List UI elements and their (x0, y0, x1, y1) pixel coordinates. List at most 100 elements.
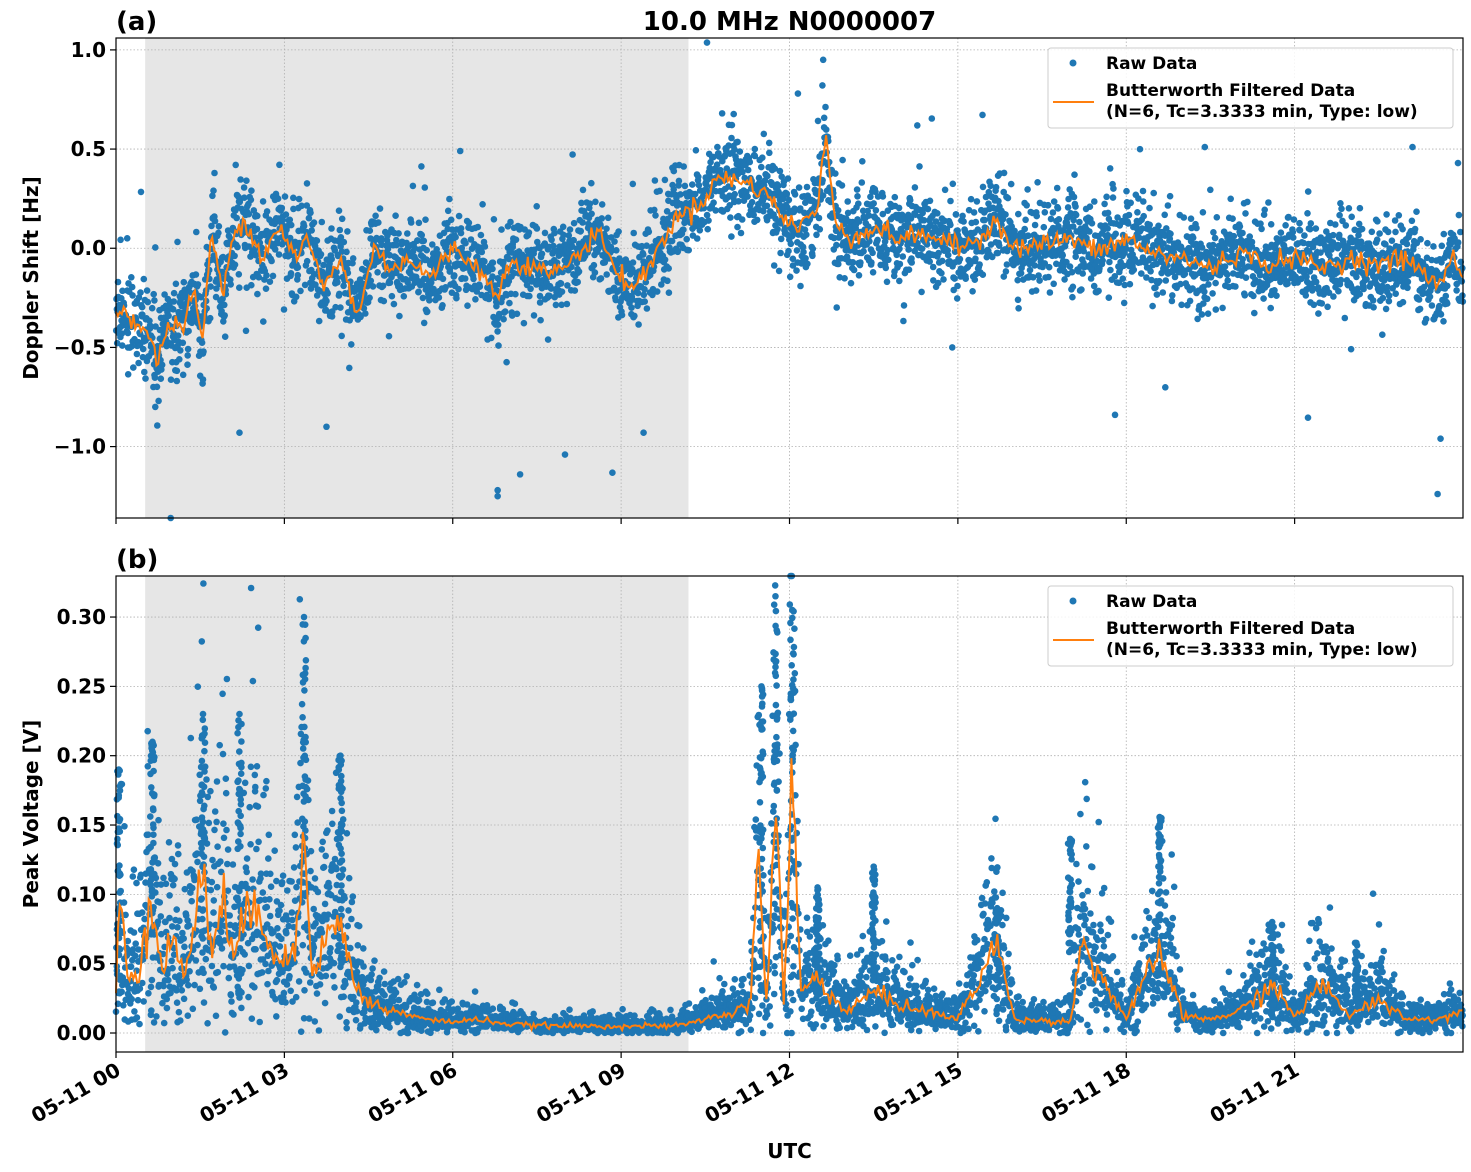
raw-data-point (439, 275, 447, 283)
raw-data-point (320, 863, 328, 871)
raw-data-point (166, 914, 173, 922)
raw-data-point (263, 272, 270, 279)
raw-data-point (661, 176, 669, 184)
raw-data-point (1136, 145, 1144, 153)
raw-data-point (220, 834, 228, 842)
raw-data-point (809, 245, 817, 253)
raw-data-point (1428, 302, 1436, 309)
raw-data-point (1267, 221, 1275, 228)
raw-data-point (207, 283, 214, 290)
raw-data-point (273, 1013, 280, 1020)
raw-data-point (174, 238, 181, 246)
raw-data-point (1337, 200, 1344, 207)
raw-data-point (526, 292, 533, 300)
raw-data-point (251, 234, 259, 241)
raw-data-point (896, 260, 904, 268)
raw-data-point (1045, 263, 1053, 271)
raw-data-point (303, 180, 311, 187)
raw-data-point (735, 198, 742, 205)
raw-data-point (357, 313, 364, 321)
raw-data-point (254, 624, 262, 631)
raw-data-point (652, 212, 659, 219)
raw-data-point (218, 945, 226, 952)
raw-data-point (809, 252, 816, 260)
raw-data-point (318, 218, 326, 226)
raw-data-point (196, 985, 204, 993)
raw-data-point (973, 198, 981, 205)
raw-data-point (785, 196, 793, 204)
raw-data-point (117, 236, 124, 244)
raw-data-point (777, 235, 785, 243)
raw-data-point (597, 275, 605, 282)
raw-data-point (192, 271, 200, 278)
raw-data-point (461, 275, 469, 282)
raw-data-point (184, 352, 191, 359)
raw-data-point (160, 982, 167, 990)
raw-data-point (224, 860, 231, 868)
raw-data-point (379, 282, 387, 290)
raw-data-point (380, 297, 388, 305)
raw-data-point (1180, 214, 1188, 221)
raw-data-point (145, 990, 152, 997)
raw-data-point (293, 883, 300, 891)
raw-data-point (168, 957, 175, 965)
raw-data-point (670, 186, 677, 193)
raw-data-point (541, 229, 549, 237)
raw-data-point (822, 126, 830, 133)
raw-data-point (603, 225, 610, 232)
raw-data-point (888, 226, 896, 234)
raw-data-point (160, 1019, 168, 1027)
raw-data-point (613, 247, 620, 254)
raw-data-point (869, 269, 877, 276)
raw-data-point (1422, 315, 1430, 323)
raw-data-point (591, 269, 599, 276)
raw-data-point (884, 246, 891, 254)
raw-data-point (177, 347, 184, 354)
raw-data-point (277, 901, 285, 909)
raw-data-point (186, 968, 193, 975)
raw-data-point (129, 873, 137, 880)
raw-data-point (1415, 296, 1423, 303)
raw-data-point (1166, 192, 1174, 200)
raw-data-point (559, 268, 566, 276)
raw-data-point (734, 138, 741, 146)
raw-data-point (689, 181, 696, 188)
raw-data-point (653, 288, 661, 295)
raw-data-point (130, 866, 138, 873)
raw-data-point (1430, 243, 1437, 250)
raw-data-point (1071, 171, 1078, 178)
raw-data-point (176, 356, 183, 363)
raw-data-point (900, 302, 908, 309)
raw-data-point (140, 275, 148, 283)
raw-data-point (1064, 204, 1072, 211)
raw-data-point (692, 147, 700, 154)
raw-data-point (739, 168, 746, 176)
raw-data-point (156, 899, 164, 906)
raw-data-point (155, 397, 162, 405)
raw-data-point (148, 304, 156, 312)
raw-data-point (751, 145, 759, 153)
raw-data-point (152, 323, 159, 330)
raw-data-point (1385, 292, 1393, 299)
raw-data-point (1046, 289, 1054, 296)
raw-data-point (172, 280, 180, 288)
raw-data-point (253, 212, 261, 220)
raw-data-point (346, 364, 353, 372)
raw-data-point (693, 235, 701, 242)
raw-data-point (308, 227, 316, 234)
raw-data-point (1203, 295, 1211, 303)
raw-data-point (470, 275, 477, 283)
raw-data-point (1382, 305, 1390, 313)
raw-data-point (446, 265, 454, 273)
raw-data-point (1229, 215, 1236, 222)
raw-data-point (924, 205, 932, 213)
raw-data-point (929, 263, 937, 271)
raw-data-outlier (819, 56, 827, 64)
raw-data-point (1187, 215, 1195, 222)
raw-data-point (232, 161, 239, 169)
raw-data-point (256, 1018, 264, 1026)
raw-data-point (255, 838, 262, 846)
raw-data-point (797, 205, 804, 212)
raw-data-point (1127, 199, 1134, 207)
raw-data-point (292, 993, 300, 1001)
